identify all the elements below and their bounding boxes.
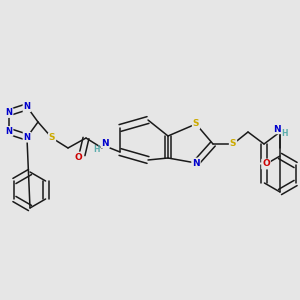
Text: N: N [23, 102, 30, 111]
Text: N: N [192, 158, 200, 167]
Text: O: O [74, 152, 82, 161]
Text: S: S [230, 140, 236, 148]
Text: H: H [94, 145, 100, 154]
Text: N: N [23, 133, 30, 142]
Text: N: N [273, 124, 281, 134]
Text: N: N [6, 108, 13, 117]
Text: S: S [193, 119, 199, 128]
Text: O: O [262, 160, 270, 169]
Text: H: H [281, 130, 287, 139]
Text: N: N [6, 127, 13, 136]
Text: N: N [101, 139, 109, 148]
Text: S: S [49, 134, 55, 142]
